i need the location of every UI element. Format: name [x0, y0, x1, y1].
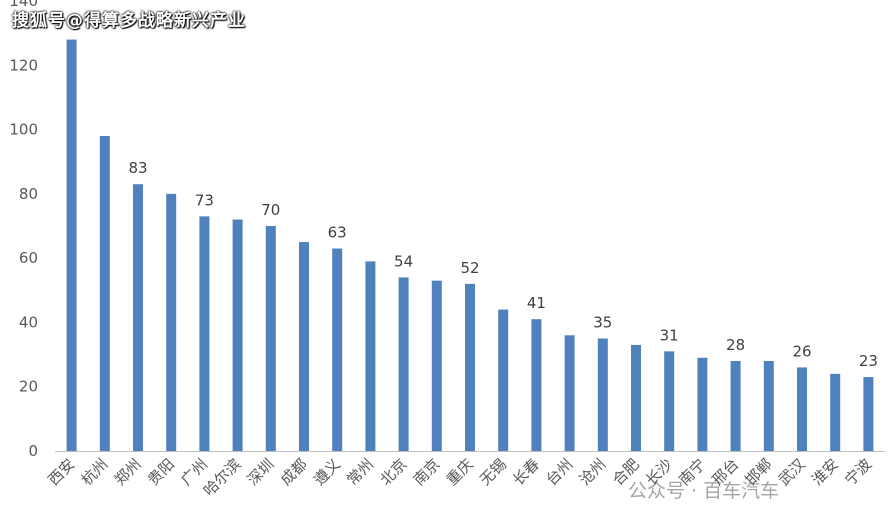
bar	[431, 280, 442, 451]
data-label: 26	[792, 342, 811, 360]
bar	[763, 361, 774, 451]
y-axis: 0 20 40 60 80 100 120 140	[9, 0, 38, 460]
x-tick-label: 哈尔滨	[200, 455, 245, 500]
x-tick-label: 北京	[376, 455, 410, 489]
data-label: 70	[261, 201, 280, 219]
x-tick-label: 长春	[509, 455, 543, 489]
x-tick-label: 淮安	[808, 455, 842, 489]
x-tick-label: 杭州	[78, 455, 112, 489]
data-label: 41	[527, 294, 546, 312]
data-label: 28	[726, 336, 745, 354]
bar	[365, 261, 376, 451]
x-tick-label: 宁波	[841, 455, 875, 489]
data-label: 31	[660, 326, 679, 344]
bar	[564, 335, 575, 451]
bar	[99, 136, 110, 451]
bar	[631, 344, 641, 451]
bar	[133, 184, 143, 451]
data-label: 73	[195, 191, 214, 209]
x-tick-label: 武汉	[775, 455, 809, 489]
data-labels: 83 73 70 63 54 52 41 35 31 28 26 23	[128, 159, 877, 370]
x-tick-label: 深圳	[244, 455, 278, 489]
y-tick-label: 60	[19, 249, 38, 267]
bar	[199, 216, 210, 451]
bar	[664, 351, 675, 451]
x-tick-label: 重庆	[443, 455, 477, 489]
bar	[265, 226, 276, 451]
y-tick-label: 20	[19, 378, 38, 396]
data-label: 63	[328, 224, 347, 242]
bar	[597, 338, 608, 451]
bar	[232, 219, 243, 451]
bar	[697, 357, 708, 451]
x-tick-label: 郑州	[111, 455, 145, 489]
x-tick-label: 贵阳	[144, 455, 178, 489]
y-tick-label: 100	[9, 121, 38, 139]
bar	[797, 367, 807, 451]
x-tick-label: 沧州	[576, 455, 610, 489]
data-label: 23	[859, 352, 878, 370]
bar	[498, 309, 509, 451]
data-label: 83	[128, 159, 147, 177]
bars	[66, 39, 874, 451]
x-tick-label: 台州	[542, 455, 576, 489]
bar	[332, 248, 343, 451]
x-tick-label: 成都	[277, 455, 311, 489]
bar	[531, 319, 542, 451]
y-tick-label: 0	[28, 442, 38, 460]
x-tick-label: 无锡	[476, 455, 510, 489]
y-tick-label: 80	[19, 185, 38, 203]
y-tick-label: 140	[9, 0, 38, 10]
data-label: 52	[460, 259, 479, 277]
bar	[299, 242, 309, 451]
watermark-top: 搜狐号@得算多战略新兴产业	[12, 11, 246, 31]
watermark-bottom: 公众号 · 百车汽车	[628, 480, 780, 502]
x-tick-label: 西安	[44, 455, 78, 489]
bar	[830, 373, 841, 451]
bar	[730, 361, 741, 451]
bar	[166, 193, 177, 451]
y-tick-label: 40	[19, 313, 38, 331]
bar	[465, 283, 475, 451]
x-tick-label: 常州	[343, 455, 377, 489]
data-label: 35	[593, 314, 612, 332]
y-tick-label: 120	[9, 56, 38, 74]
bar	[398, 277, 409, 451]
x-tick-label: 遵义	[310, 455, 344, 489]
data-label: 54	[394, 252, 413, 270]
bar	[863, 377, 874, 451]
x-tick-label: 南京	[410, 455, 444, 489]
bar	[66, 39, 77, 451]
